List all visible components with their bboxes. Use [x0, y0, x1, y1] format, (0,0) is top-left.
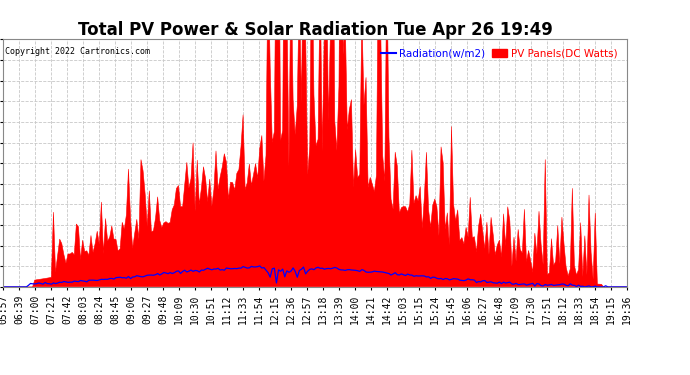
Title: Total PV Power & Solar Radiation Tue Apr 26 19:49: Total PV Power & Solar Radiation Tue Apr…	[77, 21, 553, 39]
Text: Copyright 2022 Cartronics.com: Copyright 2022 Cartronics.com	[5, 47, 150, 56]
Legend: Radiation(w/m2), PV Panels(DC Watts): Radiation(w/m2), PV Panels(DC Watts)	[377, 45, 621, 63]
